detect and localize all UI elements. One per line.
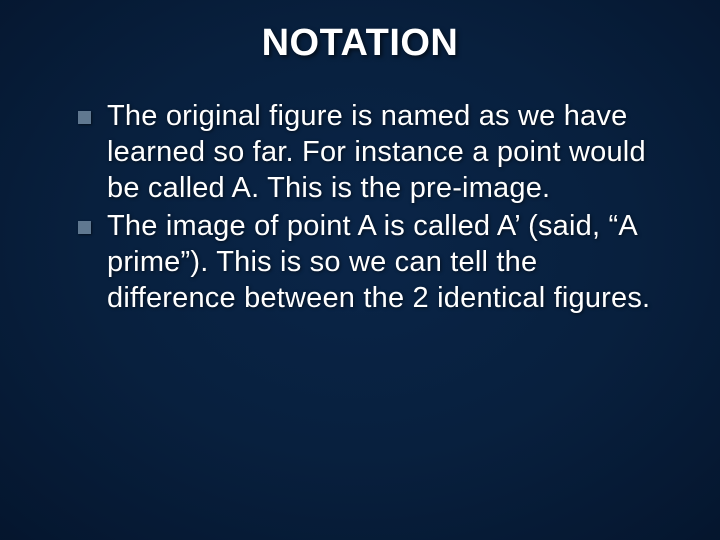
slide-content: The original figure is named as we have …: [60, 99, 660, 317]
list-item: The original figure is named as we have …: [78, 99, 656, 207]
slide-container: NOTATION The original figure is named as…: [0, 0, 720, 540]
list-item: The image of point A is called A’ (said,…: [78, 209, 656, 317]
bullet-text: The image of point A is called A’ (said,…: [107, 209, 656, 317]
bullet-icon: [78, 111, 91, 124]
bullet-text: The original figure is named as we have …: [107, 99, 656, 207]
slide-title: NOTATION: [60, 22, 660, 65]
bullet-icon: [78, 221, 91, 234]
